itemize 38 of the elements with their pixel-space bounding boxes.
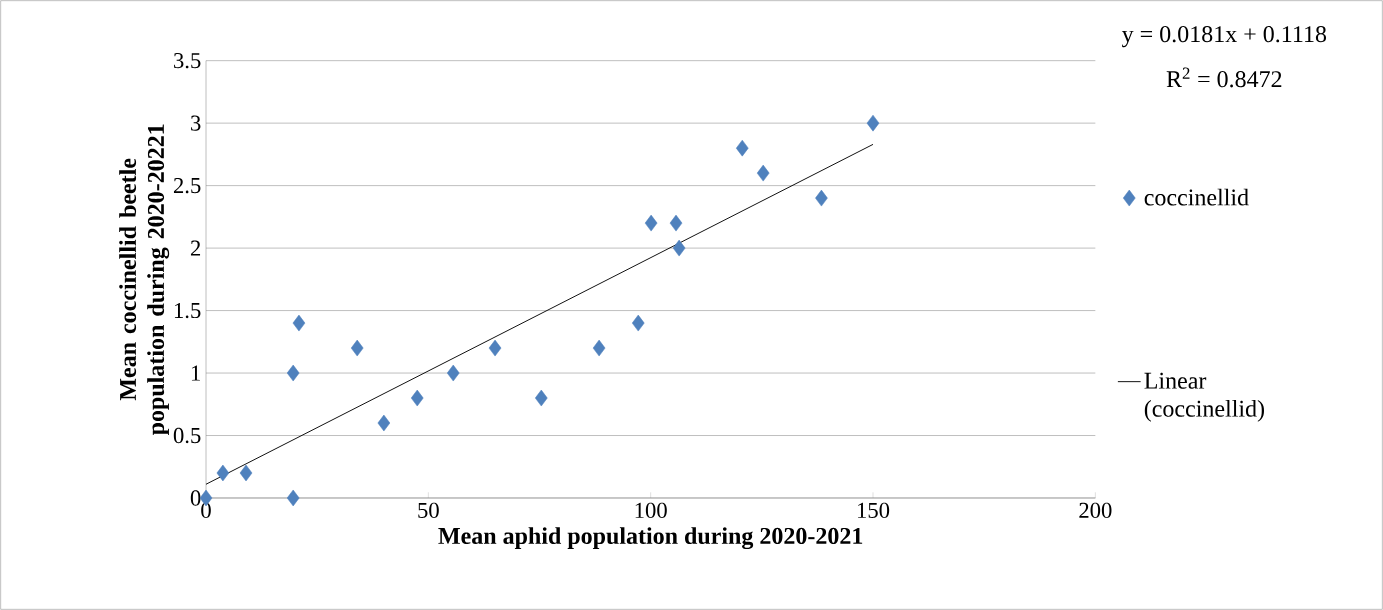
point: [592, 339, 606, 357]
x-tick-label: 200: [1079, 502, 1112, 519]
text: y = 0.0181x + 0.1118: [1121, 26, 1327, 48]
y-tick-label: 2: [190, 240, 201, 256]
point: [286, 489, 300, 507]
point: [292, 314, 306, 332]
point: [488, 339, 502, 357]
y-axis-title: Mean coccinellid beetle population during 2020-20221: [119, 124, 170, 436]
x-axis-title: Mean aphid population during 2020-2021: [438, 527, 863, 550]
point: [410, 389, 424, 407]
point: [535, 389, 548, 407]
point: [669, 214, 683, 232]
y-tick-label: 1: [191, 365, 200, 381]
x-tick-label: 100: [635, 502, 667, 519]
y-tick-label: 2.5: [173, 177, 201, 194]
point: [672, 239, 686, 257]
point: [736, 139, 749, 157]
point: [446, 364, 460, 382]
y-tick-label: 3.5: [174, 52, 201, 69]
x-tick-label: 150: [858, 502, 890, 519]
legend-label: coccinellid: [1144, 188, 1249, 206]
y-tick-label: 0.5: [173, 427, 201, 444]
point: [239, 464, 253, 482]
point: [815, 189, 828, 207]
y-tick-label: 0: [190, 490, 201, 506]
point: [644, 214, 658, 232]
point: [377, 414, 391, 432]
point: [286, 364, 300, 382]
text: R$^{2}$ = 0.8472: [1166, 67, 1282, 88]
point: [631, 314, 645, 332]
y-tick-label: 3: [191, 115, 201, 131]
legend-label: Linear (coccinellid): [1144, 372, 1265, 422]
x-tick-label: 50: [418, 502, 439, 519]
point: [866, 114, 880, 132]
point: [756, 164, 770, 182]
point: [216, 464, 230, 482]
point: [350, 339, 364, 357]
y-tick-label: 1.5: [174, 302, 201, 319]
